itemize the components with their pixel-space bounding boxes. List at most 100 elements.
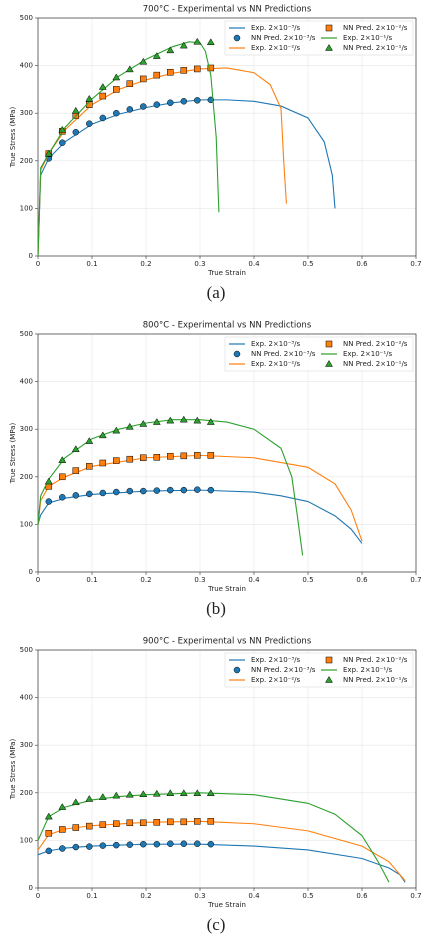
x-tick-label: 0.7 <box>410 892 421 900</box>
legend-label: Exp. 2×10⁻³/s <box>251 24 301 32</box>
line <box>37 41 220 257</box>
marker <box>207 452 215 459</box>
y-tick-label: 0 <box>29 568 33 576</box>
x-tick-label: 0.1 <box>86 260 97 268</box>
marker <box>140 103 147 110</box>
y-tick-label: 300 <box>20 109 33 117</box>
legend-label: Exp. 2×10⁻²/s <box>251 44 301 52</box>
legend-label: Exp. 2×10⁻²/s <box>251 676 301 684</box>
marker <box>45 498 53 505</box>
marker <box>180 840 188 847</box>
marker <box>86 463 93 470</box>
chart-title: 800°C - Experimental vs NN Predictions <box>143 321 312 331</box>
marker <box>153 819 161 826</box>
marker <box>167 486 174 494</box>
marker <box>140 487 147 495</box>
line <box>37 99 336 257</box>
caption: (a) <box>207 283 226 302</box>
x-tick-label: 0.6 <box>356 260 368 268</box>
marker <box>153 454 161 461</box>
marker <box>167 69 174 76</box>
marker <box>206 38 215 46</box>
x-tick-label: 0.4 <box>248 576 260 584</box>
marker <box>86 843 93 850</box>
x-tick-label: 0 <box>36 576 40 584</box>
marker <box>98 793 107 800</box>
line <box>37 792 390 883</box>
marker <box>167 818 174 826</box>
marker <box>152 789 161 797</box>
marker <box>59 494 66 501</box>
line <box>37 820 406 882</box>
marker <box>194 486 201 493</box>
y-tick-label: 400 <box>20 694 33 702</box>
marker <box>325 676 333 683</box>
marker <box>125 790 134 798</box>
marker <box>59 826 66 833</box>
x-tick-label: 0.2 <box>140 576 151 584</box>
x-tick-label: 0.5 <box>302 260 313 268</box>
marker <box>153 840 161 848</box>
y-tick-label: 300 <box>20 741 33 749</box>
y-tick-label: 500 <box>20 330 33 338</box>
plot-frame <box>37 649 417 889</box>
marker <box>167 99 174 106</box>
marker <box>325 24 333 32</box>
x-tick-label: 0.6 <box>356 892 368 900</box>
marker <box>180 486 188 494</box>
marker <box>126 487 134 495</box>
marker <box>139 57 148 65</box>
marker <box>167 453 174 460</box>
y-tick-label: 400 <box>20 378 33 386</box>
marker <box>325 656 333 664</box>
marker <box>140 454 147 462</box>
marker <box>45 830 53 837</box>
marker <box>166 789 175 797</box>
y-tick-label: 200 <box>20 157 33 165</box>
x-tick-label: 0.4 <box>248 892 260 900</box>
marker <box>72 492 80 499</box>
marker <box>153 487 161 494</box>
plot-frame <box>37 17 417 257</box>
marker <box>58 125 67 133</box>
marker <box>180 67 188 74</box>
marker <box>152 52 161 59</box>
marker <box>98 431 107 439</box>
marker <box>194 840 201 847</box>
legend-label: Exp. 2×10⁻³/s <box>251 656 301 664</box>
marker <box>152 418 161 425</box>
marker <box>126 841 134 848</box>
marker <box>59 473 66 481</box>
marker <box>99 92 107 100</box>
x-axis-label: True Strain <box>207 269 246 277</box>
marker <box>86 490 93 498</box>
marker <box>193 789 202 797</box>
marker <box>113 86 120 93</box>
marker <box>193 416 202 424</box>
marker <box>71 798 80 806</box>
x-axis-label: True Strain <box>207 585 246 593</box>
y-tick-label: 300 <box>20 425 33 433</box>
legend-label: NN Pred. 2×10⁻²/s <box>343 656 408 664</box>
marker <box>194 452 201 459</box>
marker <box>45 847 53 855</box>
x-tick-label: 0.1 <box>86 892 97 900</box>
legend-box <box>224 652 414 688</box>
x-tick-label: 0.1 <box>86 576 97 584</box>
y-tick-label: 100 <box>20 520 33 528</box>
marker <box>44 477 53 485</box>
marker <box>99 114 107 122</box>
legend-label: NN Pred. 2×10⁻³/s <box>251 666 316 674</box>
marker <box>233 350 241 358</box>
marker <box>44 149 53 157</box>
plot-frame <box>37 333 417 573</box>
legend-label: NN Pred. 2×10⁻¹/s <box>343 676 408 684</box>
marker <box>233 666 241 674</box>
marker <box>72 824 80 831</box>
marker <box>99 489 107 497</box>
marker <box>71 445 80 452</box>
x-tick-label: 0 <box>36 892 40 900</box>
y-axis-label: True Stress (MPa) <box>9 422 17 484</box>
caption: (c) <box>207 915 226 934</box>
